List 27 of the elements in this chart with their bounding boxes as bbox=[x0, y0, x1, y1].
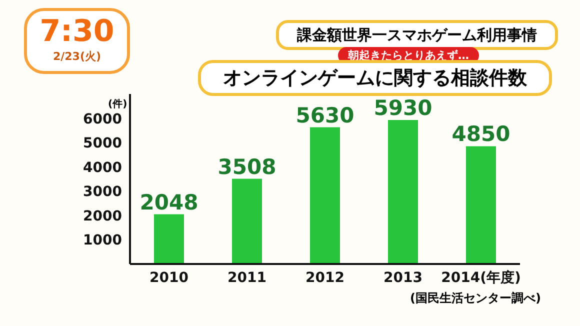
data-label: 3508 bbox=[218, 154, 276, 179]
data-label: 5630 bbox=[296, 103, 354, 128]
chart-subtitle: 課金額世界一スマホゲーム利用事情 bbox=[276, 20, 558, 50]
x-tick-label: 2012 bbox=[306, 270, 344, 286]
bar bbox=[154, 214, 184, 264]
y-tick-label: 5000 bbox=[83, 136, 122, 152]
data-label: 4850 bbox=[452, 122, 510, 146]
bar bbox=[466, 146, 496, 264]
y-tick-label: 4000 bbox=[83, 160, 122, 176]
data-label: 5930 bbox=[374, 96, 432, 120]
x-tick-label: 2013 bbox=[384, 270, 422, 286]
x-tick-label: 2014(年度) bbox=[441, 268, 521, 286]
x-tick-label: 2010 bbox=[150, 270, 189, 286]
y-tick-label: 3000 bbox=[83, 184, 122, 200]
chart-title: オンラインゲームに関する相談件数 bbox=[223, 67, 527, 89]
bar bbox=[232, 178, 262, 264]
bar bbox=[388, 120, 418, 264]
data-label: 2048 bbox=[140, 190, 198, 214]
text: 7:30 bbox=[38, 14, 116, 49]
text: (国民生活センター調べ) bbox=[410, 290, 541, 307]
y-tick-label: 6000 bbox=[83, 111, 122, 128]
text: 2/23(火) bbox=[52, 49, 102, 64]
x-tick-label: 2011 bbox=[228, 270, 266, 286]
y-tick-label: 2000 bbox=[83, 208, 122, 224]
bar bbox=[310, 127, 340, 264]
y-tick-label: 1000 bbox=[83, 232, 122, 249]
y-axis-title: (件) bbox=[108, 98, 128, 111]
